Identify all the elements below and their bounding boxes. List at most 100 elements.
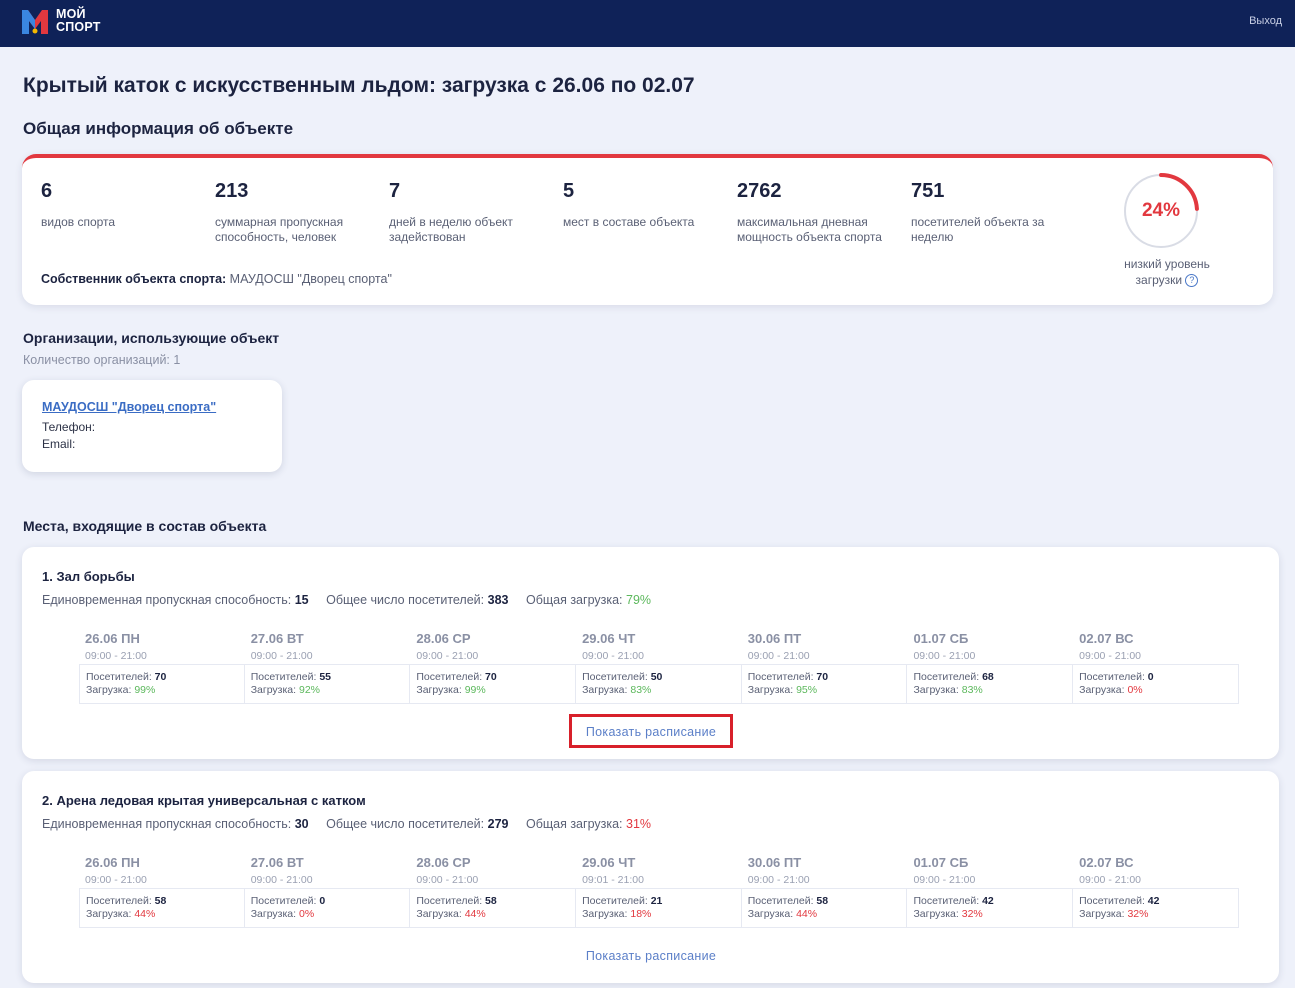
day-name: 29.06 ЧТ <box>582 855 636 870</box>
day-stats: Посетителей: 21 Загрузка: 18% <box>576 888 742 928</box>
load-gauge <box>1123 173 1199 249</box>
day-column: 01.07 СБ 09:00 - 21:00 Посетителей: 68 Заг… <box>907 631 1074 704</box>
stat-days: 7 дней в неделю объект задействован <box>389 180 549 245</box>
day-column: 02.07 ВС 09:00 - 21:00 Посетителей: 42 Заг… <box>1073 855 1239 928</box>
days-row: 26.06 ПН 09:00 - 21:00 Посетителей: 58 Заг… <box>79 855 1239 928</box>
load-gauge-arc <box>1123 173 1199 249</box>
stat-label: максимальная дневная мощность объекта сп… <box>737 215 882 244</box>
day-name: 26.06 ПН <box>85 631 140 646</box>
stat-value: 7 <box>389 180 401 202</box>
day-column: 29.06 ЧТ 09:01 - 21:00 Посетителей: 21 Заг… <box>576 855 742 928</box>
day-time: 09:00 - 21:00 <box>416 650 479 662</box>
day-stats: Посетителей: 0 Загрузка: 0% <box>1073 664 1239 704</box>
day-stats: Посетителей: 70 Загрузка: 99% <box>410 664 577 704</box>
day-stats: Посетителей: 58 Загрузка: 44% <box>410 888 577 928</box>
help-icon[interactable]: ? <box>1185 274 1199 288</box>
stat-value: 751 <box>911 180 945 202</box>
day-stats: Посетителей: 42 Загрузка: 32% <box>1073 888 1239 928</box>
days-row: 26.06 ПН 09:00 - 21:00 Посетителей: 70 Заг… <box>79 631 1239 704</box>
day-stats: Посетителей: 58 Загрузка: 44% <box>741 888 908 928</box>
load-metric: Общая загрузка: 79% <box>525 593 652 607</box>
logo-text[interactable]: МОЙ СПОРТ <box>56 8 101 34</box>
stat-value: 5 <box>563 180 575 202</box>
visitors-metric: Общее число посетителей: 279 <box>326 817 509 831</box>
capacity-metric: Единовременная пропускная способность: 1… <box>42 593 309 607</box>
day-column: 26.06 ПН 09:00 - 21:00 Посетителей: 58 Заг… <box>79 855 245 928</box>
object-info-card: 6 видов спорта 213 суммарная пропускная … <box>22 154 1273 305</box>
show-schedule-button[interactable]: Показать расписание <box>585 949 717 963</box>
day-time: 09:00 - 21:00 <box>250 650 313 662</box>
capacity-metric: Единовременная пропускная способность: 3… <box>42 817 309 831</box>
day-column: 28.06 СР 09:00 - 21:00 Посетителей: 58 Заг… <box>410 855 577 928</box>
top-bar: МОЙ СПОРТ Выход <box>0 0 1295 47</box>
logo-icon[interactable] <box>22 10 48 34</box>
day-time: 09:00 - 21:00 <box>747 650 810 662</box>
day-time: 09:00 - 21:00 <box>582 650 644 662</box>
owner-line: Собственник объекта спорта: МАУДОСШ "Дво… <box>41 272 392 286</box>
stat-value: 213 <box>215 180 249 202</box>
day-column: 27.06 ВТ 09:00 - 21:00 Посетителей: 55 Заг… <box>244 631 411 704</box>
day-name: 28.06 СР <box>416 855 471 870</box>
day-stats: Посетителей: 58 Загрузка: 44% <box>79 888 245 928</box>
load-percent: 24% <box>1141 200 1181 221</box>
day-column: 02.07 ВС 09:00 - 21:00 Посетителей: 0 Загр… <box>1073 631 1239 704</box>
day-time: 09:00 - 21:00 <box>1079 874 1142 886</box>
organizations-count: Количество организаций: 1 <box>23 353 181 367</box>
stat-weekly-visitors: 751 посетителей объекта за неделю <box>911 180 1071 245</box>
organization-email-label: Email: <box>42 437 76 451</box>
stat-sports: 6 видов спорта <box>41 180 201 230</box>
place-card-2: 2. Арена ледовая крытая универсальная с … <box>22 771 1279 983</box>
day-stats: Посетителей: 68 Загрузка: 83% <box>907 664 1074 704</box>
owner-value: МАУДОСШ "Дворец спорта" <box>229 272 392 286</box>
stat-places: 5 мест в составе объекта <box>563 180 723 230</box>
visitors-metric: Общее число посетителей: 383 <box>326 593 509 607</box>
stat-value: 6 <box>41 180 53 202</box>
places-title: Места, входящие в состав объекта <box>23 518 267 534</box>
day-time: 09:00 - 21:00 <box>913 650 976 662</box>
load-level-label: низкий уровень загрузки ? <box>1102 256 1232 288</box>
load-level-text: низкий уровень загрузки <box>1124 257 1210 287</box>
stat-capacity: 213 суммарная пропускная способность, че… <box>215 180 375 245</box>
page-title: Крытый каток с искусственным льдом: загр… <box>23 74 695 97</box>
day-stats: Посетителей: 55 Загрузка: 92% <box>244 664 411 704</box>
day-column: 26.06 ПН 09:00 - 21:00 Посетителей: 70 Заг… <box>79 631 245 704</box>
logo-line-1: МОЙ <box>56 7 86 21</box>
place-card-1: 1. Зал борьбы Единовременная пропускная … <box>22 547 1279 759</box>
day-time: 09:01 - 21:00 <box>582 874 644 886</box>
organization-phone-label: Телефон: <box>42 420 96 434</box>
day-name: 02.07 ВС <box>1079 631 1134 646</box>
day-name: 30.06 ПТ <box>747 855 802 870</box>
day-stats: Посетителей: 0 Загрузка: 0% <box>244 888 411 928</box>
day-time: 09:00 - 21:00 <box>913 874 976 886</box>
day-stats: Посетителей: 70 Загрузка: 95% <box>741 664 908 704</box>
day-name: 29.06 ЧТ <box>582 631 636 646</box>
stat-max-daily: 2762 максимальная дневная мощность объек… <box>737 180 897 245</box>
show-schedule-button[interactable]: Показать расписание <box>569 714 733 748</box>
place-title: 1. Зал борьбы <box>42 569 135 584</box>
day-column: 28.06 СР 09:00 - 21:00 Посетителей: 70 Заг… <box>410 631 577 704</box>
organization-link[interactable]: МАУДОСШ "Дворец спорта" <box>42 400 217 414</box>
day-time: 09:00 - 21:00 <box>85 874 147 886</box>
stat-label: мест в составе объекта <box>563 215 695 229</box>
day-name: 26.06 ПН <box>85 855 140 870</box>
info-section-title: Общая информация об объекте <box>23 119 294 138</box>
day-stats: Посетителей: 70 Загрузка: 99% <box>79 664 245 704</box>
day-column: 27.06 ВТ 09:00 - 21:00 Посетителей: 0 Загр… <box>244 855 411 928</box>
day-name: 02.07 ВС <box>1079 855 1134 870</box>
day-stats: Посетителей: 42 Загрузка: 32% <box>907 888 1074 928</box>
day-name: 01.07 СБ <box>913 631 969 646</box>
load-metric: Общая загрузка: 31% <box>525 817 652 831</box>
day-name: 30.06 ПТ <box>747 631 802 646</box>
day-stats: Посетителей: 50 Загрузка: 83% <box>576 664 742 704</box>
place-metrics: Единовременная пропускная способность: 1… <box>42 593 665 607</box>
day-name: 27.06 ВТ <box>250 631 304 646</box>
stat-value: 2762 <box>737 180 782 202</box>
day-time: 09:00 - 21:00 <box>85 650 147 662</box>
logout-link[interactable]: Выход <box>1249 15 1282 27</box>
stat-label: видов спорта <box>41 215 116 229</box>
day-column: 01.07 СБ 09:00 - 21:00 Посетителей: 42 Заг… <box>907 855 1074 928</box>
day-column: 30.06 ПТ 09:00 - 21:00 Посетителей: 58 Заг… <box>741 855 908 928</box>
stat-label: суммарная пропускная способность, челове… <box>215 215 344 244</box>
stat-label: посетителей объекта за неделю <box>911 215 1045 244</box>
day-time: 09:00 - 21:00 <box>250 874 313 886</box>
